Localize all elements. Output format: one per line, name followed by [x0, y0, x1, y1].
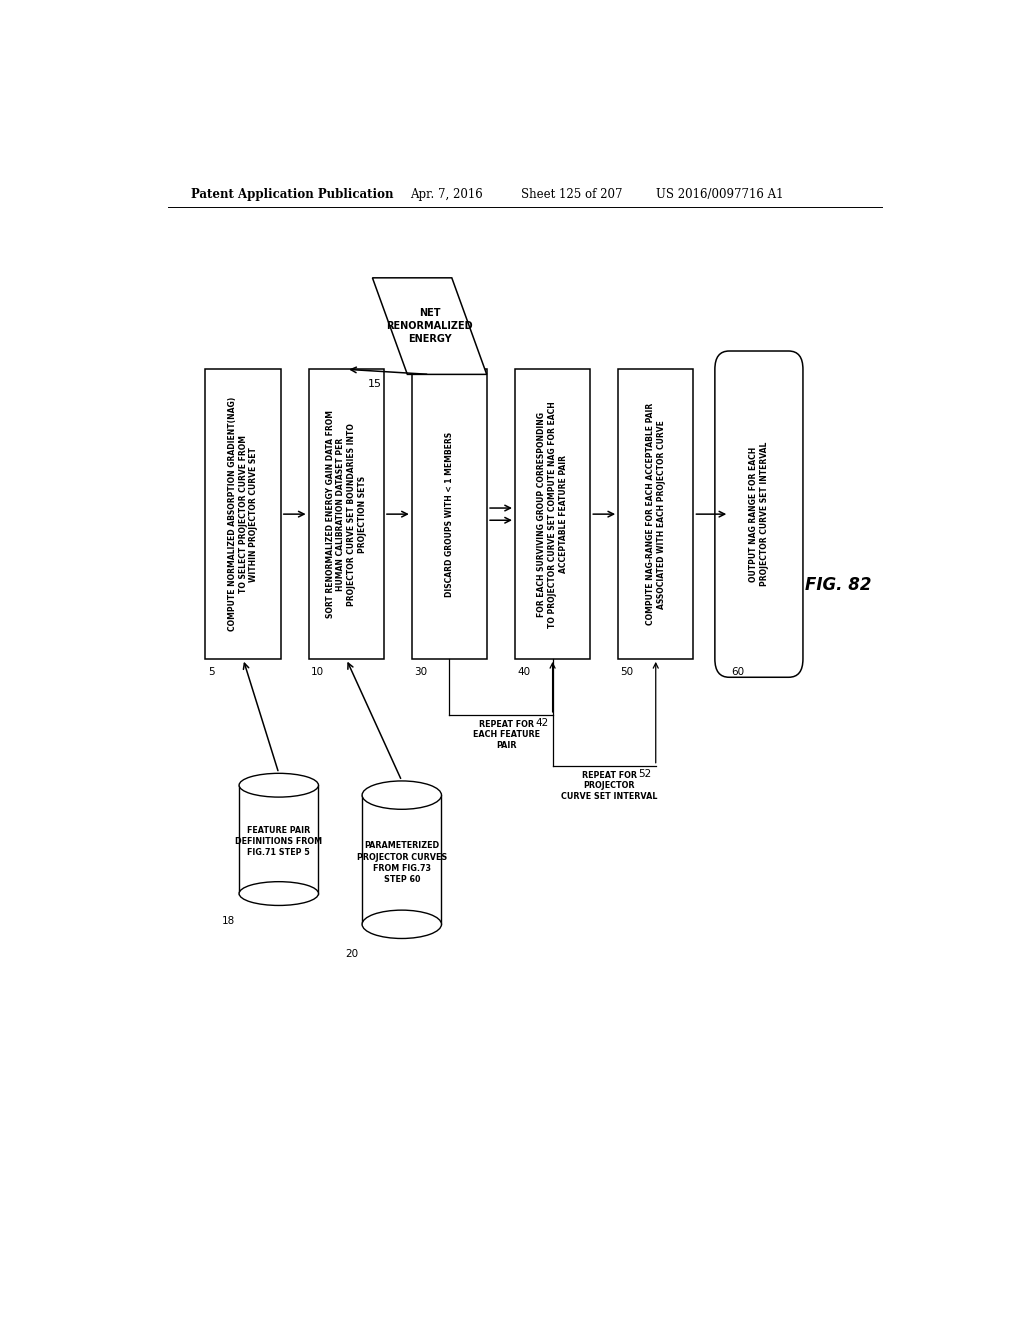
Text: COMPUTE NAG-RANGE FOR EACH ACCEPTABLE PAIR
ASSOCIATED WITH EACH PROJECTOR CURVE: COMPUTE NAG-RANGE FOR EACH ACCEPTABLE PA…	[646, 403, 666, 626]
FancyBboxPatch shape	[715, 351, 803, 677]
Text: COMPUTE NORMALIZED ABSORPTION GRADIENT(NAG)
TO SELECT PROJECTOR CURVE FROM
WITHI: COMPUTE NORMALIZED ABSORPTION GRADIENT(N…	[227, 397, 258, 631]
FancyBboxPatch shape	[618, 370, 693, 659]
Ellipse shape	[239, 882, 318, 906]
Text: PARAMETERIZED
PROJECTOR CURVES
FROM FIG.73
STEP 60: PARAMETERIZED PROJECTOR CURVES FROM FIG.…	[356, 841, 446, 883]
Text: 20: 20	[345, 949, 358, 958]
Text: Patent Application Publication: Patent Application Publication	[191, 187, 394, 201]
Polygon shape	[373, 277, 486, 375]
Text: 15: 15	[368, 379, 382, 389]
Ellipse shape	[362, 909, 441, 939]
FancyBboxPatch shape	[412, 370, 487, 659]
Text: DISCARD GROUPS WITH < 1 MEMBERS: DISCARD GROUPS WITH < 1 MEMBERS	[444, 432, 454, 597]
FancyBboxPatch shape	[515, 370, 590, 659]
Text: FOR EACH SURVIVING GROUP CORRESPONDING
TO PROJECTOR CURVE SET COMPUTE NAG FOR EA: FOR EACH SURVIVING GROUP CORRESPONDING T…	[538, 401, 568, 627]
Text: 10: 10	[311, 667, 324, 677]
Text: REPEAT FOR
PROJECTOR
CURVE SET INTERVAL: REPEAT FOR PROJECTOR CURVE SET INTERVAL	[561, 771, 657, 801]
FancyBboxPatch shape	[308, 370, 384, 659]
Text: 52: 52	[639, 768, 652, 779]
Text: FEATURE PAIR
DEFINITIONS FROM
FIG.71 STEP 5: FEATURE PAIR DEFINITIONS FROM FIG.71 STE…	[236, 826, 323, 858]
Text: US 2016/0097716 A1: US 2016/0097716 A1	[655, 187, 783, 201]
Ellipse shape	[362, 781, 441, 809]
Text: Apr. 7, 2016: Apr. 7, 2016	[410, 187, 482, 201]
Text: 40: 40	[517, 667, 530, 677]
Text: REPEAT FOR
EACH FEATURE
PAIR: REPEAT FOR EACH FEATURE PAIR	[473, 719, 540, 750]
Text: NET
RENORMALIZED
ENERGY: NET RENORMALIZED ENERGY	[386, 308, 473, 345]
Text: 5: 5	[208, 667, 214, 677]
Text: 60: 60	[731, 667, 744, 677]
Ellipse shape	[239, 774, 318, 797]
Text: 42: 42	[536, 718, 549, 727]
Bar	[362, 795, 441, 924]
Text: 18: 18	[222, 916, 236, 925]
Text: 50: 50	[621, 667, 634, 677]
Bar	[240, 785, 318, 894]
Text: Sheet 125 of 207: Sheet 125 of 207	[521, 187, 623, 201]
Text: FIG. 82: FIG. 82	[805, 577, 871, 594]
Text: OUTPUT NAG RANGE FOR EACH
PROJECTOR CURVE SET INTERVAL: OUTPUT NAG RANGE FOR EACH PROJECTOR CURV…	[749, 442, 769, 586]
FancyBboxPatch shape	[206, 370, 281, 659]
Text: 30: 30	[414, 667, 427, 677]
Text: SORT RENORMALIZED ENERGY GAIN DATA FROM
HUMAN CALIBRATION DATASET PER
PROJECTOR : SORT RENORMALIZED ENERGY GAIN DATA FROM …	[326, 411, 367, 618]
